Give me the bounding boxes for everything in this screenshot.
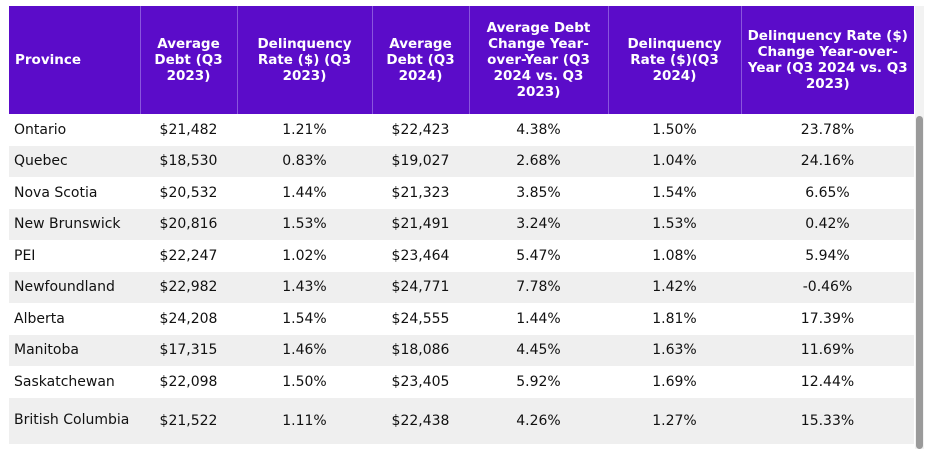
value-cell: 1.08% (608, 240, 741, 272)
value-cell: $19,027 (372, 145, 469, 177)
value-cell: $24,208 (140, 303, 237, 335)
header-average-debt-change-yoy[interactable]: Average Debt Change Year-over-Year (Q3 2… (468, 6, 608, 114)
value-cell: 1.02% (237, 240, 372, 272)
value-cell: 1.53% (608, 208, 741, 240)
value-cell: $24,771 (372, 271, 469, 303)
province-cell: PEI (9, 240, 140, 272)
province-cell: Saskatchewan (9, 366, 140, 398)
value-cell: 1.54% (237, 303, 372, 335)
value-cell: 3.85% (469, 177, 608, 209)
value-cell: 1.42% (608, 271, 741, 303)
value-cell: 15.33% (741, 397, 914, 444)
province-cell: Nova Scotia (9, 177, 140, 209)
province-cell: New Brunswick (9, 208, 140, 240)
table-row: British Columbia $21,522 1.11% $22,438 4.26%… (9, 397, 914, 444)
value-cell: $20,532 (140, 177, 237, 209)
value-cell: 1.04% (608, 145, 741, 177)
value-cell: $21,482 (140, 114, 237, 146)
header-delinquency-rate-change-yoy[interactable]: Delinquency Rate ($) Change Year-over-Ye… (740, 6, 914, 114)
value-cell: $22,982 (140, 271, 237, 303)
value-cell: 11.69% (741, 334, 914, 366)
value-cell: 3.24% (469, 208, 608, 240)
value-cell: 23.78% (741, 114, 914, 146)
table-row: PEI $22,247 1.02% $23,464 5.47% 1.08% 5.94% (9, 240, 914, 272)
table-row: Quebec $18,530 0.83% $19,027 2.68% 1.04% 24.16… (9, 145, 914, 177)
header-average-debt-q3-2024[interactable]: Average Debt (Q3 2024) (371, 6, 469, 114)
value-cell: 2.68% (469, 145, 608, 177)
vertical-scrollbar[interactable] (915, 6, 924, 449)
value-cell: 1.43% (237, 271, 372, 303)
value-cell: 1.50% (608, 114, 741, 146)
value-cell: $24,555 (372, 303, 469, 335)
table-row: Saskatchewan $22,098 1.50% $23,405 5.92% 1.69… (9, 366, 914, 398)
value-cell: $21,491 (372, 208, 469, 240)
table-row: Manitoba $17,315 1.46% $18,086 4.45% 1.63% 11.… (9, 334, 914, 366)
value-cell: $21,323 (372, 177, 469, 209)
value-cell: 4.26% (469, 397, 608, 444)
value-cell: 1.50% (237, 366, 372, 398)
value-cell: 17.39% (741, 303, 914, 335)
province-cell: Alberta (9, 303, 140, 335)
table-row: Nova Scotia $20,532 1.44% $21,323 3.85% 1.54%… (9, 177, 914, 209)
value-cell: 0.42% (741, 208, 914, 240)
table-row: Alberta $24,208 1.54% $24,555 1.44% 1.81% 17.3… (9, 303, 914, 335)
value-cell: 1.69% (608, 366, 741, 398)
province-cell: Quebec (9, 145, 140, 177)
value-cell: $22,438 (372, 397, 469, 444)
value-cell: 12.44% (741, 366, 914, 398)
table-header-row: Province Average Debt (Q3 2023) Delinque… (9, 6, 914, 114)
table-row: Ontario $21,482 1.21% $22,423 4.38% 1.50% 23.7… (9, 114, 914, 146)
value-cell: 1.54% (608, 177, 741, 209)
value-cell: 4.45% (469, 334, 608, 366)
table-row: New Brunswick $20,816 1.53% $21,491 3.24% 1.5… (9, 208, 914, 240)
province-cell: Manitoba (9, 334, 140, 366)
value-cell: 5.92% (469, 366, 608, 398)
value-cell: $21,522 (140, 397, 237, 444)
value-cell: 0.83% (237, 145, 372, 177)
header-average-debt-q3-2023[interactable]: Average Debt (Q3 2023) (139, 6, 237, 114)
scrollbar-thumb[interactable] (916, 116, 923, 449)
value-cell: 6.65% (741, 177, 914, 209)
header-province[interactable]: Province (9, 6, 140, 114)
value-cell: $22,098 (140, 366, 237, 398)
value-cell: $18,530 (140, 145, 237, 177)
value-cell: $22,247 (140, 240, 237, 272)
value-cell: 1.63% (608, 334, 741, 366)
value-cell: $20,816 (140, 208, 237, 240)
value-cell: 1.53% (237, 208, 372, 240)
value-cell: 1.11% (237, 397, 372, 444)
debt-delinquency-table: Province Average Debt (Q3 2023) Delinque… (9, 6, 914, 444)
value-cell: 1.44% (237, 177, 372, 209)
value-cell: $22,423 (372, 114, 469, 146)
value-cell: $23,464 (372, 240, 469, 272)
value-cell: $18,086 (372, 334, 469, 366)
value-cell: 4.38% (469, 114, 608, 146)
province-cell: British Columbia (9, 397, 140, 444)
value-cell: $17,315 (140, 334, 237, 366)
value-cell: 1.44% (469, 303, 608, 335)
header-delinquency-rate-q3-2024[interactable]: Delinquency Rate ($)(Q3 2024) (607, 6, 741, 114)
province-cell: Newfoundland (9, 271, 140, 303)
table-container: Province Average Debt (Q3 2023) Delinque… (9, 6, 914, 444)
value-cell: $23,405 (372, 366, 469, 398)
header-delinquency-rate-q3-2023[interactable]: Delinquency Rate ($) (Q3 2023) (236, 6, 372, 114)
value-cell: 5.47% (469, 240, 608, 272)
value-cell: 5.94% (741, 240, 914, 272)
value-cell: 1.81% (608, 303, 741, 335)
value-cell: 1.27% (608, 397, 741, 444)
value-cell: 7.78% (469, 271, 608, 303)
province-cell: Ontario (9, 114, 140, 146)
value-cell: 1.46% (237, 334, 372, 366)
value-cell: 24.16% (741, 145, 914, 177)
value-cell: 1.21% (237, 114, 372, 146)
value-cell: -0.46% (741, 271, 914, 303)
table-row: Newfoundland $22,982 1.43% $24,771 7.78% 1.42… (9, 271, 914, 303)
